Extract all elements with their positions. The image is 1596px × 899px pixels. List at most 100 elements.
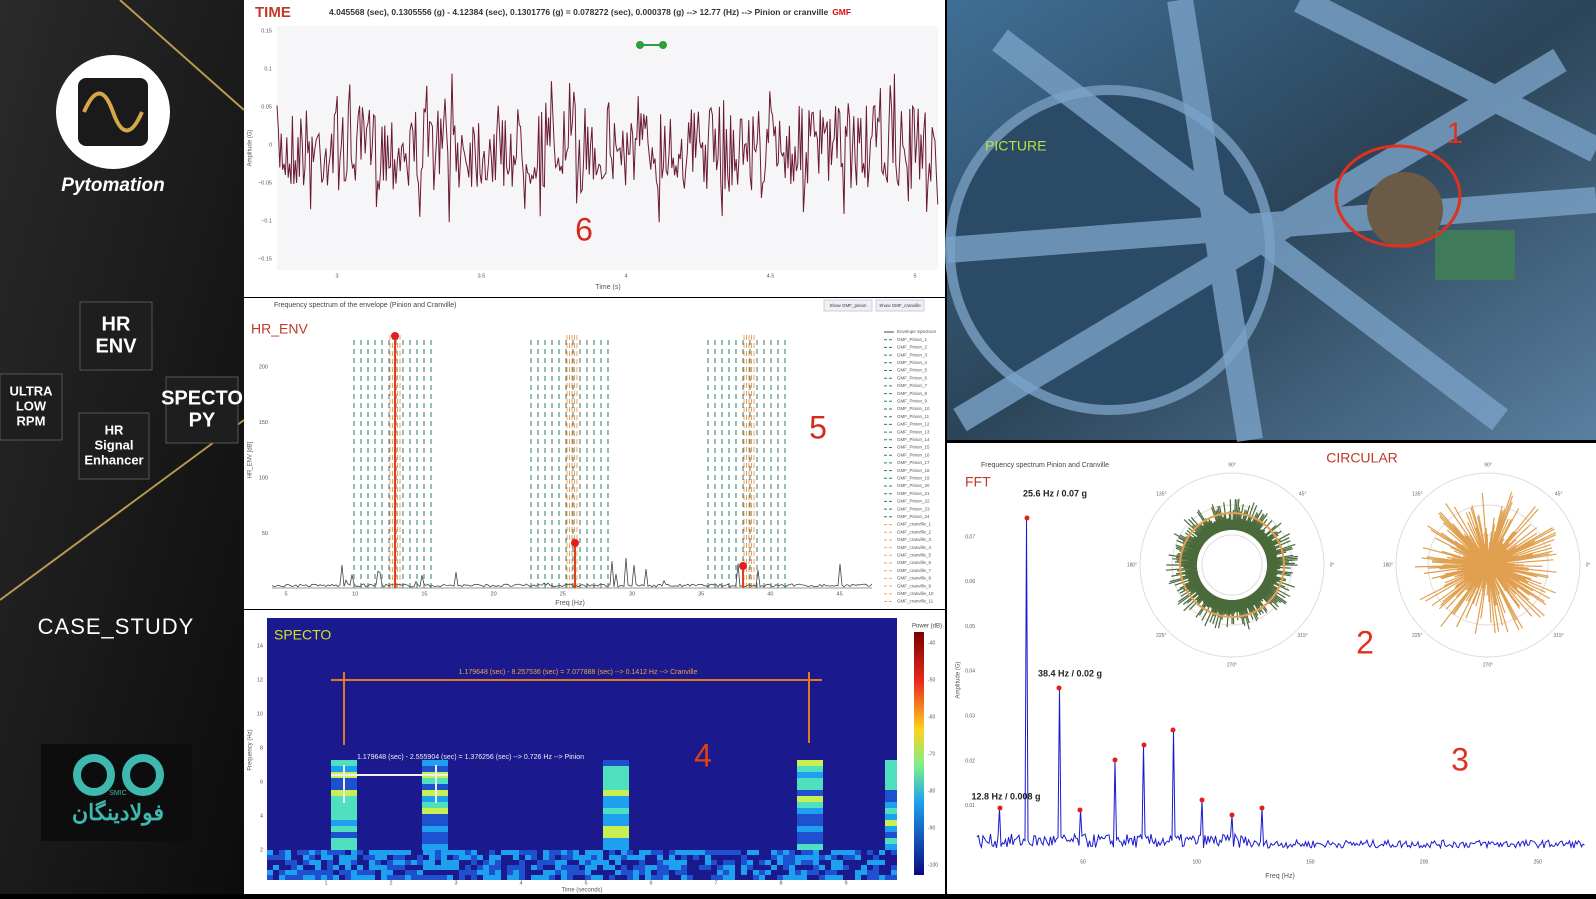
spec-cell	[657, 855, 663, 860]
spec-cell	[849, 870, 855, 875]
button[interactable]	[875, 299, 925, 312]
spec-cell	[411, 850, 417, 855]
angle-label: 0°	[1586, 562, 1591, 568]
spec-cell	[345, 850, 351, 855]
spec-cell	[501, 870, 507, 875]
y-axis-title: Amplitude (G)	[956, 661, 962, 698]
spec-cell	[717, 870, 723, 875]
legend-label: GMF_Pinion_3	[897, 352, 928, 357]
spec-cell	[399, 875, 405, 880]
spec-cell	[797, 772, 823, 778]
spec-cell	[422, 832, 448, 838]
spec-cell	[609, 850, 615, 855]
spec-cell	[405, 875, 411, 880]
time-plot	[277, 26, 938, 270]
spec-cell	[573, 850, 579, 855]
spec-cell	[837, 860, 843, 865]
angle-label: 315°	[1554, 633, 1564, 639]
button[interactable]	[823, 299, 873, 312]
spec-cell	[543, 875, 549, 880]
spec-cell	[471, 855, 477, 860]
spec-cell	[422, 844, 448, 850]
spec-cell	[471, 865, 477, 870]
y-tick-label: 0.1	[264, 66, 272, 72]
spec-cell	[549, 875, 555, 880]
x-tick-label: 8	[779, 880, 782, 886]
spec-cell	[855, 850, 861, 855]
spec-cell	[885, 790, 897, 796]
spec-cell	[669, 865, 675, 870]
photo-beam	[946, 0, 1596, 443]
spec-cell	[885, 838, 897, 844]
spec-cell	[543, 850, 549, 855]
spec-cell	[621, 850, 627, 855]
spec-cell	[363, 870, 369, 875]
spec-cell	[411, 870, 417, 875]
spec-cell	[735, 870, 741, 875]
legend-label: GMF_Pinion_24	[897, 514, 930, 519]
spec-cell	[885, 865, 891, 870]
x-tick-label: 45	[837, 591, 843, 597]
spec-cell	[429, 860, 435, 865]
spec-cell	[687, 865, 693, 870]
spec-cell	[615, 855, 621, 860]
x-tick-label: 40	[767, 591, 773, 597]
legend-label: GMF_Pinion_17	[897, 460, 930, 465]
angle-label: 270°	[1483, 662, 1493, 668]
spec-cell	[597, 870, 603, 875]
spec-cell	[519, 860, 525, 865]
spec-cell	[393, 865, 399, 870]
x-axis-title: Time (seconds)	[561, 888, 602, 894]
spec-cell	[885, 870, 891, 875]
spec-cell	[345, 860, 351, 865]
spec-cell	[759, 870, 765, 875]
spec-cell	[441, 855, 447, 860]
x-tick-label: 30	[629, 591, 635, 597]
spec-cell	[891, 865, 897, 870]
spec-cell	[771, 860, 777, 865]
peak-point	[1229, 812, 1235, 818]
spec-cell	[819, 875, 825, 880]
button-label[interactable]: Show GMF_pinion	[829, 303, 867, 308]
brand: Pytomation	[61, 175, 164, 196]
spec-cell	[797, 814, 823, 820]
y-tick-label: 150	[259, 420, 268, 426]
angle-label: 90°	[1484, 462, 1492, 468]
y-axis-title: Amplitude (G)	[248, 129, 254, 166]
spec-cell	[693, 850, 699, 855]
spec-cell	[861, 870, 867, 875]
spec-cell	[633, 875, 639, 880]
spec-cell	[331, 820, 357, 826]
peak-point	[571, 539, 579, 547]
spec-cell	[669, 875, 675, 880]
spec-cell	[447, 865, 453, 870]
spec-cell	[279, 865, 285, 870]
spec-cell	[843, 860, 849, 865]
spec-cell	[597, 875, 603, 880]
spec-cell	[789, 860, 795, 865]
spec-cell	[797, 802, 823, 808]
button-label[interactable]: Show GMF_cranville	[879, 303, 921, 308]
y-tick-label: 6	[260, 779, 263, 785]
spec-cell	[363, 875, 369, 880]
spec-cell	[303, 860, 309, 865]
badge	[0, 373, 63, 441]
spec-cell	[867, 870, 873, 875]
spec-cell	[711, 875, 717, 880]
spec-cell	[801, 870, 807, 875]
spec-cell	[873, 870, 879, 875]
spec-cell	[513, 875, 519, 880]
x-tick-label: 9	[844, 880, 847, 886]
spec-cell	[351, 865, 357, 870]
legend-label: GMF_cranville_10	[897, 591, 934, 596]
spec-cell	[453, 850, 459, 855]
spec-cell	[549, 870, 555, 875]
spec-cell	[693, 865, 699, 870]
spec-cell	[603, 766, 629, 772]
spec-cell	[393, 850, 399, 855]
spec-cell	[423, 850, 429, 855]
spec-cell	[519, 855, 525, 860]
spec-cell	[513, 865, 519, 870]
spec-cell	[705, 860, 711, 865]
spec-cell	[525, 855, 531, 860]
